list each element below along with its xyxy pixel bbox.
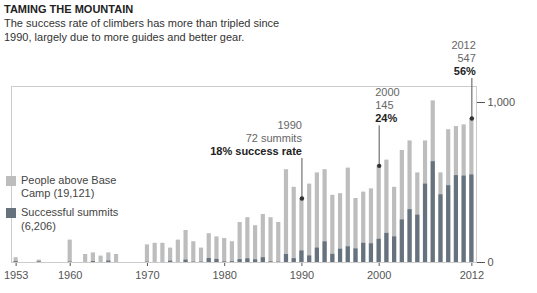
svg-text:2000: 2000 xyxy=(367,269,391,281)
svg-text:2000145: 2000145 xyxy=(375,86,399,111)
svg-text:56%: 56% xyxy=(454,65,476,77)
svg-text:24%: 24% xyxy=(375,112,397,124)
svg-text:1960: 1960 xyxy=(58,269,82,281)
svg-text:1990: 1990 xyxy=(290,269,314,281)
html-text:Successful summits (6,206): Successful summits (6,206) xyxy=(21,206,119,232)
html-text:People above Base Camp (19,121: People above Base Camp (19,121) xyxy=(21,174,117,200)
svg-text:0: 0 xyxy=(488,256,494,268)
svg-text:1970: 1970 xyxy=(135,269,159,281)
html-text:The success rate of climbers h: The success rate of climbers has more th… xyxy=(4,17,280,43)
svg-text:199072 summits: 199072 summits xyxy=(246,119,303,144)
svg-text:1953: 1953 xyxy=(4,269,28,281)
svg-text:1980: 1980 xyxy=(212,269,236,281)
html-text:TAMING THE MOUNTAIN: TAMING THE MOUNTAIN xyxy=(4,3,134,15)
svg-text:1,000: 1,000 xyxy=(488,96,516,108)
svg-text:2012: 2012 xyxy=(460,269,484,281)
svg-text:2012547: 2012547 xyxy=(451,39,475,64)
svg-text:18% success rate: 18% success rate xyxy=(210,145,302,157)
